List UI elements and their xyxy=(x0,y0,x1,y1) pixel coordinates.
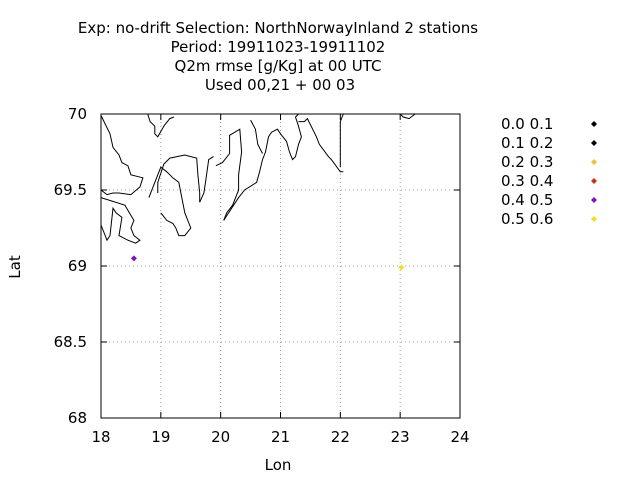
y-tick-label: 69.5 xyxy=(54,181,87,199)
y-tick-label: 69 xyxy=(68,257,87,275)
coastline-segment xyxy=(223,113,302,221)
legend-label: 0.4 0.5 xyxy=(501,191,553,209)
legend-marker xyxy=(591,197,597,203)
legend-label: 0.0 0.1 xyxy=(501,115,553,133)
coastline-segment xyxy=(157,154,201,203)
legend: 0.0 0.10.1 0.20.2 0.30.3 0.40.4 0.50.5 0… xyxy=(501,115,597,228)
coastline-segment xyxy=(147,113,175,138)
x-tick-label: 24 xyxy=(450,428,469,446)
x-axis-label: Lon xyxy=(265,456,292,474)
legend-label: 0.5 0.6 xyxy=(501,210,553,228)
y-tick-label: 70 xyxy=(68,105,87,123)
coastline-segment xyxy=(339,113,344,168)
chart-title: Exp: no-drift Selection: NorthNorwayInla… xyxy=(78,19,478,94)
x-tick-label: 21 xyxy=(271,428,290,446)
station-point xyxy=(130,255,137,262)
coastline-segment xyxy=(199,156,214,203)
coastline-segment xyxy=(298,117,344,173)
coastline-segment xyxy=(100,115,144,196)
legend-marker xyxy=(591,159,597,165)
legend-label: 0.1 0.2 xyxy=(501,134,553,152)
station-point xyxy=(398,264,405,271)
legend-marker xyxy=(591,178,597,184)
chart-title-line: Exp: no-drift Selection: NorthNorwayInla… xyxy=(78,19,478,37)
chart-title-line: Used 00,21 + 00 03 xyxy=(205,76,355,94)
x-tick-label: 23 xyxy=(391,428,410,446)
x-tick-label: 20 xyxy=(211,428,230,446)
chart-title-line: Period: 19911023-19911102 xyxy=(171,38,386,56)
coastline xyxy=(100,113,416,244)
x-tick-label: 22 xyxy=(331,428,350,446)
x-tick-label: 18 xyxy=(91,428,110,446)
y-axis-label: Lat xyxy=(6,255,24,279)
x-tick-label: 19 xyxy=(151,428,170,446)
coastline-segment xyxy=(250,119,263,154)
y-tick-label: 68 xyxy=(68,409,87,427)
y-tick-label: 68.5 xyxy=(54,333,87,351)
legend-marker xyxy=(591,216,597,222)
legend-label: 0.2 0.3 xyxy=(501,153,553,171)
data-points xyxy=(130,255,405,271)
grid xyxy=(101,114,460,418)
coastline-segment xyxy=(148,166,192,237)
coastline-segment xyxy=(100,197,141,244)
coastline-segment xyxy=(215,128,243,221)
axis-ticks: 18 19 20 21 22 23 24 68 68.5 69 69.5 70 xyxy=(54,105,470,446)
legend-marker xyxy=(591,121,597,127)
coastline-segment xyxy=(399,113,416,120)
chart-title-line: Q2m rmse [g/Kg] at 00 UTC xyxy=(175,57,382,75)
legend-label: 0.3 0.4 xyxy=(501,172,553,190)
legend-marker xyxy=(591,140,597,146)
